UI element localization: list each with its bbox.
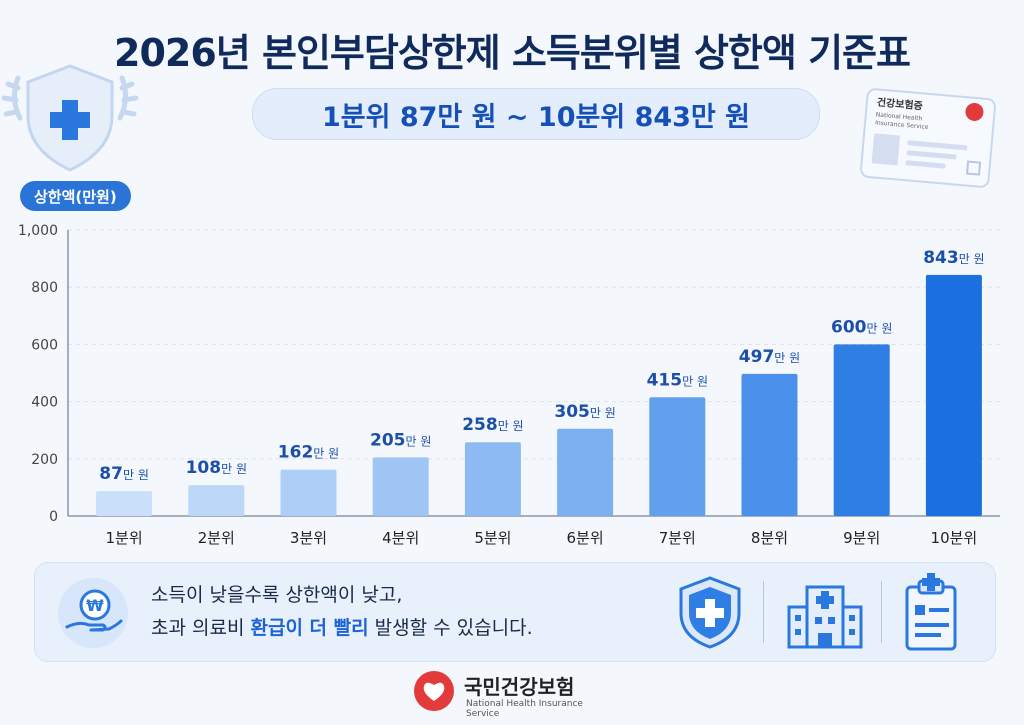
info-box: ₩ 소득이 낮을수록 상한액이 낮고, 초과 의료비 환급이 더 빨리 발생할 … [34, 562, 996, 662]
shield-cross-icon [679, 576, 741, 649]
card-title: 건강보험증 [876, 95, 923, 112]
divider [881, 581, 882, 643]
data-label: 108만 원 [186, 458, 247, 478]
nhis-logo: 국민건강보험 National Health Insurance Service [412, 669, 612, 719]
data-label: 305만 원 [554, 402, 615, 422]
insurance-card-icon: 건강보험증 National Health Insurance Service [860, 88, 996, 188]
x-tick-label: 2분위 [198, 529, 235, 547]
range-subtitle: 1분위 87만 원 ~ 10분위 843만 원 [252, 88, 820, 140]
y-tick-label: 600 [31, 337, 58, 353]
hospital-icon [787, 585, 863, 649]
x-tick-label: 1분위 [106, 529, 143, 547]
y-tick-label: 400 [31, 395, 58, 411]
data-label: 497만 원 [739, 347, 800, 367]
y-axis-label: 상한액(만원) [20, 181, 131, 211]
card-sub2: Insurance Service [875, 119, 929, 131]
data-label: 600만 원 [831, 317, 892, 337]
bar [557, 428, 614, 516]
bar [925, 274, 982, 516]
bar [833, 344, 890, 516]
x-tick-label: 6분위 [567, 529, 604, 547]
bar [96, 491, 153, 516]
shield-icon [1, 64, 139, 172]
x-tick-label: 8분위 [751, 529, 788, 547]
logo-name: 국민건강보험 [464, 675, 575, 699]
bar [372, 457, 429, 516]
bar [280, 469, 337, 516]
x-tick-label: 10분위 [931, 529, 978, 547]
bar-chart: 0 200 400 600 800 1,000 87만 원 1분위 108만 원 2분위 162만 … [18, 223, 1000, 547]
info-line-2-pre: 초과 의료비 [151, 617, 251, 639]
range-subtitle-text: 1분위 87만 원 ~ 10분위 843만 원 [321, 101, 751, 133]
x-tick-label: 3분위 [290, 529, 327, 547]
info-text: 소득이 낮을수록 상한액이 낮고, 초과 의료비 환급이 더 빨리 발생할 수 … [151, 579, 533, 645]
money-hand-icon: ₩ [58, 578, 128, 648]
data-label: 87만 원 [99, 464, 149, 484]
bar [649, 397, 706, 516]
x-tick-label: 9분위 [843, 529, 880, 547]
divider [763, 581, 764, 643]
heart-logo-icon [414, 671, 454, 711]
y-tick-label: 0 [49, 509, 58, 525]
data-label: 162만 원 [278, 443, 339, 463]
page-title: 2026년 본인부담상한제 소득분위별 상한액 기준표 [114, 31, 911, 75]
data-label: 205만 원 [370, 430, 431, 450]
y-tick-label: 800 [31, 280, 58, 296]
data-label: 258만 원 [462, 415, 523, 435]
x-tick-label: 7분위 [659, 529, 696, 547]
bar [188, 485, 245, 516]
logo-sub: National Health Insurance Service [466, 699, 583, 719]
card-sub1: National Health [876, 111, 923, 122]
y-tick-label: 200 [31, 452, 58, 468]
svg-text:₩: ₩ [86, 596, 104, 615]
clipboard-icon [905, 573, 957, 651]
data-label: 843만 원 [923, 248, 984, 268]
bar [464, 442, 521, 516]
info-line-1: 소득이 낮을수록 상한액이 낮고, [151, 584, 403, 606]
x-tick-label: 5분위 [474, 529, 511, 547]
info-line-2-post: 발생할 수 있습니다. [368, 617, 533, 639]
bar [741, 373, 798, 516]
info-highlight: 환급이 더 빨리 [250, 617, 369, 639]
y-tick-label: 1,000 [18, 223, 58, 239]
data-label: 415만 원 [647, 370, 708, 390]
info-line-2: 초과 의료비 환급이 더 빨리 발생할 수 있습니다. [151, 612, 533, 645]
x-tick-label: 4분위 [382, 529, 419, 547]
